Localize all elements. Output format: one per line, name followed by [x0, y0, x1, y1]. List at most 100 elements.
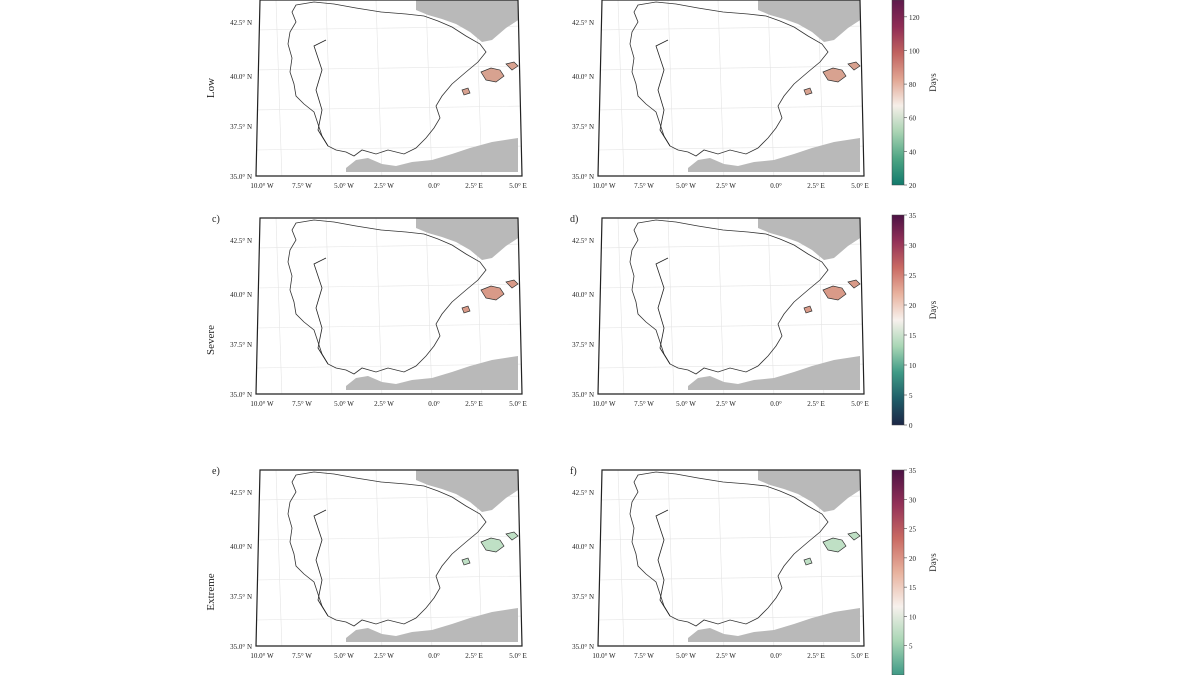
colorbar-tick-label: 20 [909, 555, 917, 563]
lon-tick-label: 2.5° E [465, 400, 483, 408]
lon-tick-label: 2.5° E [807, 400, 825, 408]
colorbar-tick-label: 35 [909, 467, 917, 475]
map-panels: 35.0° N 37.5° N 40.0° N 42.5° N 10.0° W 7.5° … [230, 0, 869, 660]
lon-tick-label: 5.0° W [676, 652, 696, 660]
lon-tick-label: 0.0° [770, 652, 782, 660]
lon-tick-label: 2.5° W [374, 400, 394, 408]
lon-tick-label: 5.0° W [334, 400, 354, 408]
colorbar-tick-label: 15 [909, 584, 917, 592]
lon-tick-label: 7.5° W [634, 652, 654, 660]
colorbar-tick-label: 5 [909, 643, 913, 651]
lat-tick-label: 42.5° N [230, 19, 252, 27]
map-frame [597, 469, 865, 647]
lat-tick-label: 37.5° N [230, 593, 252, 601]
graticule-line [667, 470, 675, 646]
graticule-line [667, 218, 675, 394]
colorbar-low: 20 40 60 80 100 120 Days [891, 0, 938, 190]
lon-tick-label: 2.5° W [374, 652, 394, 660]
graticule-line [667, 0, 675, 176]
colorbar-tick-label: 10 [909, 613, 917, 621]
graticule-line [275, 0, 283, 176]
graticule-line [275, 218, 283, 394]
colorbar-tick-label: 15 [909, 332, 917, 340]
colorbar-tick-label: 60 [909, 115, 917, 123]
colorbars: 20 40 60 80 100 120 Days 0 5 10 15 20 25 30 35 Days 5 10 1… [891, 0, 938, 675]
colorbar-label: Days [928, 73, 938, 92]
lat-tick-label: 40.0° N [572, 291, 594, 299]
lon-tick-label: 7.5° W [634, 400, 654, 408]
colorbar-tick-label: 30 [909, 496, 917, 504]
lon-tick-label: 10.0° W [250, 182, 274, 190]
colorbar-tick-label: 120 [909, 14, 920, 22]
lon-tick-label: 0.0° [428, 182, 440, 190]
graticule-line [325, 470, 333, 646]
graticule-line [375, 218, 383, 394]
lon-tick-label: 0.0° [428, 652, 440, 660]
lat-tick-label: 35.0° N [572, 173, 594, 181]
lon-tick-label: 2.5° W [716, 182, 736, 190]
row-label-severe: Severe [205, 325, 217, 355]
graticule-line [425, 0, 433, 176]
lon-tick-label: 5.0° W [676, 400, 696, 408]
portugal-border [313, 39, 329, 147]
colorbar-label: Days [928, 300, 938, 319]
colorbar-tick-label: 100 [909, 47, 920, 55]
lat-tick-label: 42.5° N [572, 237, 594, 245]
lat-tick-label: 42.5° N [230, 489, 252, 497]
lon-tick-label: 5.0° E [509, 652, 527, 660]
colorbar-tick-label: 30 [909, 242, 917, 250]
graticule-line [425, 470, 433, 646]
panel-letter-d: d) [570, 214, 578, 225]
colorbar-tick-label: 40 [909, 148, 917, 156]
graticule-line [256, 535, 522, 541]
map-frame [255, 469, 523, 647]
graticule-line [375, 0, 383, 176]
colorbar-ramp [891, 0, 905, 186]
graticule-line [275, 470, 283, 646]
lon-tick-label: 7.5° W [292, 652, 312, 660]
map-frame [597, 217, 865, 395]
panel-a-low: 35.0° N 37.5° N 40.0° N 42.5° N 10.0° W 7.5° … [230, 0, 527, 190]
lon-tick-label: 0.0° [428, 400, 440, 408]
lat-tick-label: 37.5° N [572, 593, 594, 601]
colorbar-tick-label: 0 [909, 422, 913, 430]
map-frame [255, 217, 523, 395]
colorbar-extreme: 5 10 15 20 25 30 35 Days [891, 467, 938, 675]
graticule-line [717, 218, 725, 394]
lon-tick-label: 5.0° E [851, 400, 869, 408]
panel-f-extreme: 35.0° N 37.5° N 40.0° N 42.5° N 10.0° W 7.5° … [572, 469, 869, 660]
graticule-line [598, 283, 864, 289]
map-frame [597, 0, 865, 177]
lon-tick-label: 0.0° [770, 182, 782, 190]
graticule-line [598, 323, 864, 329]
portugal-border [655, 39, 671, 147]
lat-tick-label: 40.0° N [230, 543, 252, 551]
lat-tick-label: 35.0° N [572, 643, 594, 651]
lon-tick-label: 10.0° W [250, 652, 274, 660]
lon-tick-label: 10.0° W [592, 652, 616, 660]
lon-tick-label: 2.5° W [716, 652, 736, 660]
lat-tick-label: 42.5° N [572, 19, 594, 27]
lon-tick-label: 0.0° [770, 400, 782, 408]
portugal-border [655, 509, 671, 617]
lon-tick-label: 5.0° E [851, 182, 869, 190]
lat-tick-label: 37.5° N [572, 341, 594, 349]
lon-tick-label: 2.5° E [807, 652, 825, 660]
lat-tick-label: 40.0° N [230, 291, 252, 299]
lat-tick-label: 40.0° N [572, 73, 594, 81]
graticule-line [767, 470, 775, 646]
graticule-line [375, 470, 383, 646]
lat-tick-label: 37.5° N [572, 123, 594, 131]
lon-tick-label: 5.0° W [334, 182, 354, 190]
graticule-line [256, 283, 522, 289]
lon-tick-label: 7.5° W [292, 182, 312, 190]
lon-tick-label: 10.0° W [592, 182, 616, 190]
lat-tick-label: 42.5° N [572, 489, 594, 497]
panel-b-low: 35.0° N 37.5° N 40.0° N 42.5° N 10.0° W 7.5° … [572, 0, 869, 190]
colorbar-label: Days [928, 553, 938, 572]
colorbar-tick-label: 20 [909, 302, 917, 310]
lat-tick-label: 42.5° N [230, 237, 252, 245]
panel-letter-e: e) [212, 466, 220, 477]
graticule-line [767, 0, 775, 176]
